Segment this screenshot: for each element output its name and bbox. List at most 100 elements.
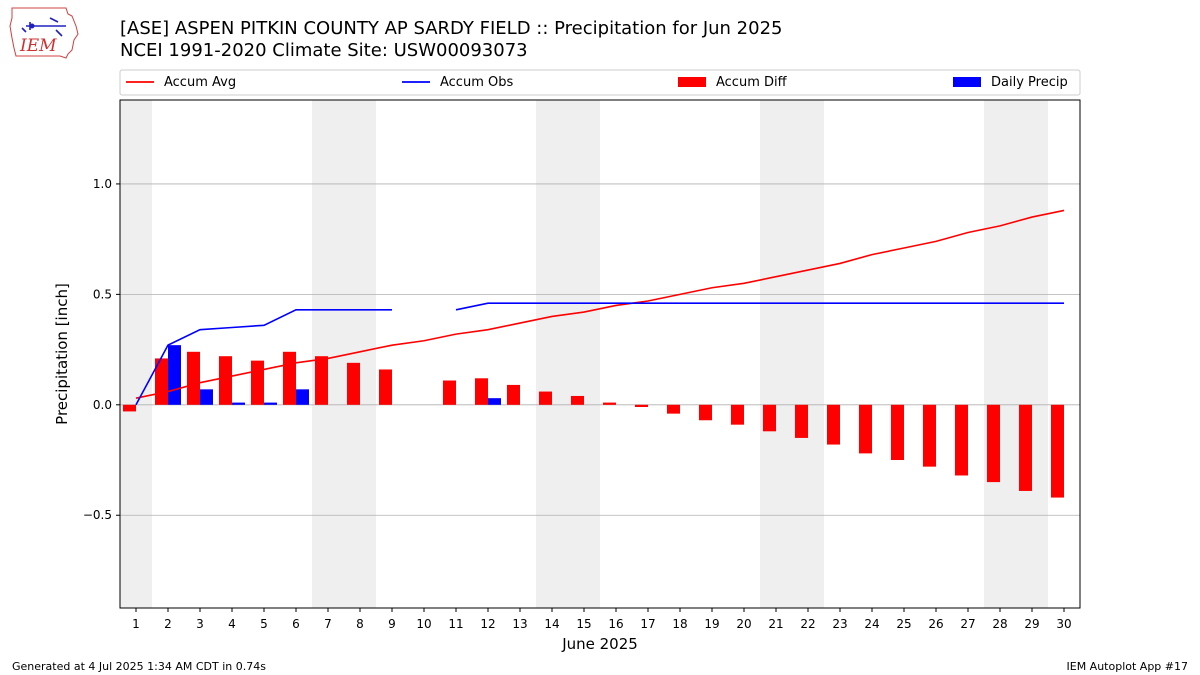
legend-label: Accum Avg (164, 75, 236, 90)
weekend-band (760, 100, 824, 608)
chart-subtitle: NCEI 1991-2020 Climate Site: USW00093073 (120, 40, 528, 61)
x-tick-label: 26 (928, 617, 943, 631)
x-tick-label: 2 (164, 617, 172, 631)
x-tick-label: 12 (480, 617, 495, 631)
x-tick-label: 11 (448, 617, 463, 631)
x-tick-label: 19 (704, 617, 719, 631)
accum-diff-bar (507, 384, 520, 405)
iowa-outline-icon (9, 7, 79, 59)
x-tick-label: 22 (800, 617, 815, 631)
accum-diff-bar (731, 404, 744, 425)
y-axis-label: Precipitation [inch] (53, 283, 71, 425)
x-tick-label: 25 (896, 617, 911, 631)
accum-diff-bar (1051, 404, 1064, 498)
daily-precip-bar (264, 402, 277, 405)
lines-layer (135, 209, 1065, 406)
accum-obs-line (455, 302, 1064, 311)
accum-diff-bar (891, 404, 904, 461)
iem-logo: IEM (9, 7, 79, 59)
accum-diff-bar (347, 362, 360, 405)
accum-diff-bar (283, 351, 296, 405)
daily-precip-bar (296, 389, 309, 405)
x-tick-label: 16 (608, 617, 623, 631)
x-tick-label: 1 (132, 617, 140, 631)
x-tick-label: 15 (576, 617, 591, 631)
accum-diff-bar (443, 380, 456, 405)
generated-note: Generated at 4 Jul 2025 1:34 AM CDT in 0… (12, 660, 266, 673)
y-tick-label: −0.5 (83, 508, 112, 522)
x-tick-label: 10 (416, 617, 431, 631)
accum-diff-bar (763, 404, 776, 432)
x-tick-label: 28 (992, 617, 1007, 631)
app-credit: IEM Autoplot App #17 (1066, 660, 1189, 673)
x-tick-label: 4 (228, 617, 236, 631)
weekend-band (984, 100, 1048, 608)
accum-diff-bar (315, 356, 328, 405)
x-tick-label: 18 (672, 617, 687, 631)
accum-diff-bar (859, 404, 872, 454)
legend-frame (119, 69, 1081, 96)
x-tick-label: 3 (196, 617, 204, 631)
y-tick-label: 0.5 (93, 287, 112, 301)
x-tick-label: 17 (640, 617, 655, 631)
accum-diff-bar (219, 356, 232, 405)
accum-avg-line (135, 209, 1065, 399)
x-axis-label: June 2025 (561, 635, 638, 653)
accum-diff-bar (635, 404, 648, 408)
x-tick-label: 29 (1024, 617, 1039, 631)
x-tick-label: 20 (736, 617, 751, 631)
y-axis: −0.5 0.0 0.5 1.0 (83, 177, 120, 522)
daily-precip-bar (488, 398, 501, 405)
accum-diff-bar (379, 369, 392, 405)
y-tick-label: 0.0 (93, 398, 112, 412)
accum-diff-bar (571, 395, 584, 405)
x-tick-label: 27 (960, 617, 975, 631)
accum-diff-bar (123, 404, 136, 412)
x-tick-label: 6 (292, 617, 300, 631)
accum-diff-bar (955, 404, 968, 476)
x-tick-label: 23 (832, 617, 847, 631)
weekend-band (536, 100, 600, 608)
x-tick-label: 5 (260, 617, 268, 631)
accum-diff-bar (251, 360, 264, 405)
accum-diff-bar (603, 402, 616, 405)
plot-frame (119, 99, 1081, 609)
weekend-shading (120, 100, 1048, 608)
weekend-band (120, 100, 152, 608)
x-tick-label: 14 (544, 617, 559, 631)
x-tick-label: 13 (512, 617, 527, 631)
accum-diff-bar (475, 378, 488, 405)
legend-label: Daily Precip (991, 75, 1068, 90)
x-axis: 1 2 3 4 5 6 7 8 9 10 11 12 13 14 15 16 17 18 19 20 21 22 23 24 2… (132, 608, 1072, 631)
legend-label: Accum Obs (440, 75, 513, 90)
legend-swatch (678, 77, 706, 87)
accum-diff-bar (923, 404, 936, 467)
x-tick-label: 7 (324, 617, 332, 631)
accum-diff-bar (1019, 404, 1032, 491)
accum-diff-bar (699, 404, 712, 421)
grid-lines (120, 183, 1080, 516)
chart-title: [ASE] ASPEN PITKIN COUNTY AP SARDY FIELD… (120, 18, 783, 39)
x-tick-label: 30 (1056, 617, 1071, 631)
logo-text: IEM (19, 36, 57, 56)
x-tick-label: 9 (388, 617, 396, 631)
accum-diff-bar (795, 404, 808, 438)
legend-label: Accum Diff (716, 75, 788, 90)
accum-diff-bar (187, 351, 200, 405)
x-tick-label: 8 (356, 617, 364, 631)
daily-precip-bar (232, 402, 245, 405)
accum-diff-bar (987, 404, 1000, 483)
y-tick-label: 1.0 (93, 177, 112, 191)
daily-precip-bar (168, 345, 181, 405)
daily-precip-bar (200, 389, 213, 405)
legend: Accum Avg Accum Obs Accum Diff Daily Precip (119, 69, 1081, 96)
accum-diff-bar (539, 391, 552, 405)
accum-diff-bar (667, 404, 680, 414)
weekend-band (312, 100, 376, 608)
x-tick-label: 24 (864, 617, 879, 631)
accum-obs-line (135, 309, 392, 406)
legend-swatch (953, 77, 981, 87)
x-tick-label: 21 (768, 617, 783, 631)
accum-diff-bar (827, 404, 840, 445)
